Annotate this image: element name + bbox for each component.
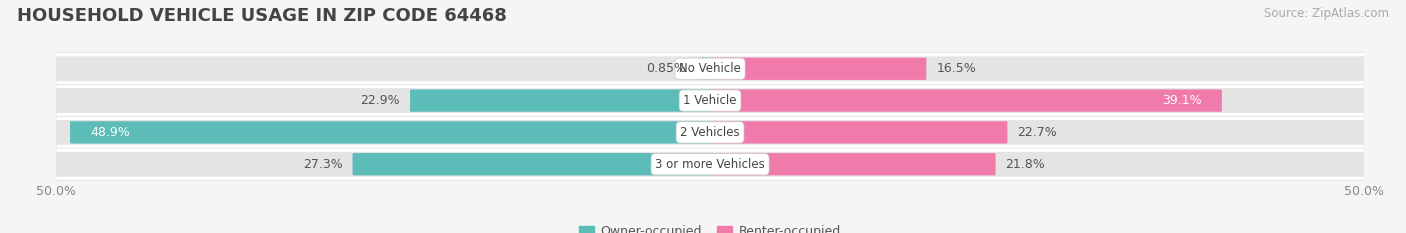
FancyBboxPatch shape [56,120,1364,145]
FancyBboxPatch shape [56,148,1364,181]
Text: No Vehicle: No Vehicle [679,62,741,75]
Text: 0.85%: 0.85% [645,62,686,75]
FancyBboxPatch shape [56,152,1364,177]
FancyBboxPatch shape [699,58,710,80]
Text: 3 or more Vehicles: 3 or more Vehicles [655,158,765,171]
FancyBboxPatch shape [56,84,1364,117]
Text: 22.9%: 22.9% [360,94,401,107]
Text: 27.3%: 27.3% [302,158,343,171]
Text: 16.5%: 16.5% [936,62,976,75]
FancyBboxPatch shape [710,58,927,80]
FancyBboxPatch shape [710,153,995,175]
FancyBboxPatch shape [56,56,1364,81]
Text: 48.9%: 48.9% [90,126,129,139]
FancyBboxPatch shape [411,89,710,112]
Text: 39.1%: 39.1% [1161,94,1202,107]
FancyBboxPatch shape [70,121,710,144]
FancyBboxPatch shape [56,52,1364,85]
Text: Source: ZipAtlas.com: Source: ZipAtlas.com [1264,7,1389,20]
Legend: Owner-occupied, Renter-occupied: Owner-occupied, Renter-occupied [575,220,845,233]
Text: 21.8%: 21.8% [1005,158,1045,171]
Text: 2 Vehicles: 2 Vehicles [681,126,740,139]
FancyBboxPatch shape [710,121,1007,144]
Text: HOUSEHOLD VEHICLE USAGE IN ZIP CODE 64468: HOUSEHOLD VEHICLE USAGE IN ZIP CODE 6446… [17,7,506,25]
FancyBboxPatch shape [353,153,710,175]
FancyBboxPatch shape [710,89,1222,112]
Text: 22.7%: 22.7% [1018,126,1057,139]
Text: 1 Vehicle: 1 Vehicle [683,94,737,107]
FancyBboxPatch shape [56,88,1364,113]
FancyBboxPatch shape [56,116,1364,149]
